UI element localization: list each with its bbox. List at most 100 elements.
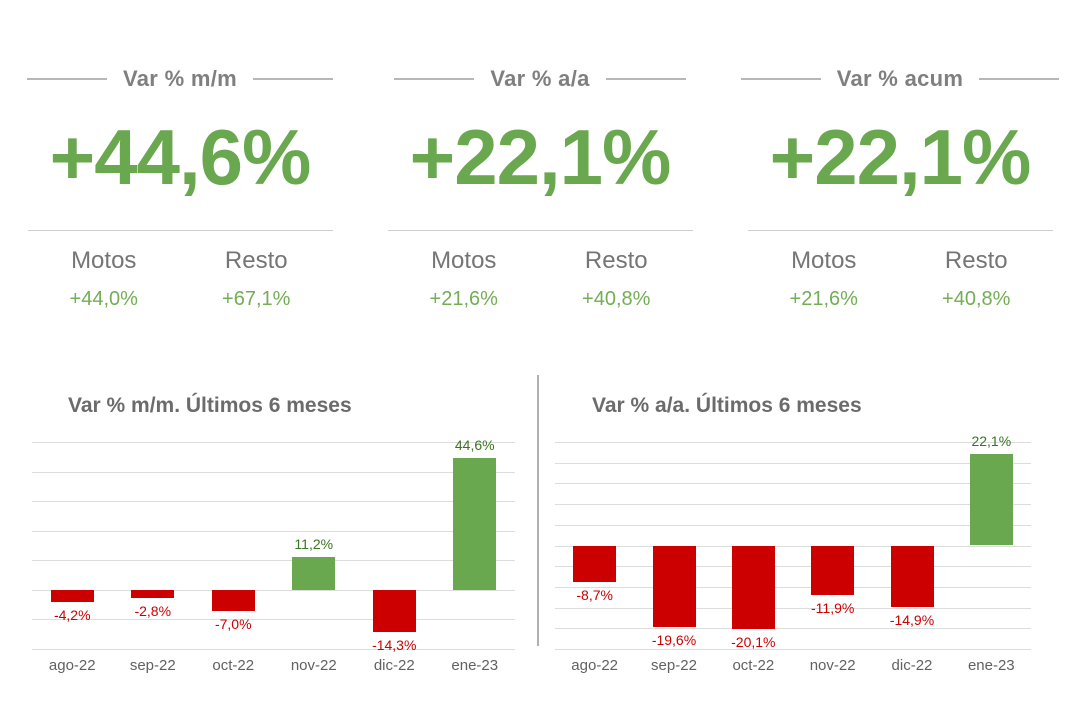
title-dash-line: [979, 78, 1060, 80]
bar-nov-22: [292, 556, 336, 590]
kpi-title-row: Var % m/m: [0, 64, 360, 94]
kpi-title: Var % m/m: [123, 66, 237, 91]
bar-value-label: -14,9%: [889, 612, 935, 629]
bar-value-label: 44,6%: [454, 436, 495, 453]
gridline: [555, 504, 1031, 506]
gridline: [32, 649, 515, 650]
chart-plot-area: -8,7% -19,6% -20,1% -11,9% -14,9% 22,1%: [555, 433, 1031, 650]
breakdown-col-motos: Motos +21,6%: [388, 247, 541, 311]
kpi-card-var-aa: Var % a/a +22,1% Motos +21,6% Resto +40,…: [360, 0, 720, 370]
kpi-row: Var % m/m +44,6% Motos +44,0% Resto +67,…: [0, 0, 1080, 370]
bar-value-label: -2,8%: [134, 603, 172, 620]
bar-nov-22: [811, 545, 855, 595]
chart-title: Var % a/a. Últimos 6 meses: [592, 394, 862, 417]
gridline: [555, 442, 1031, 443]
kpi-breakdown: Motos +44,0% Resto +67,1%: [28, 247, 333, 311]
kpi-card-var-mm: Var % m/m +44,6% Motos +44,0% Resto +67,…: [0, 0, 360, 370]
x-axis-label: dic-22: [373, 657, 415, 674]
breakdown-value: +44,0%: [69, 288, 138, 310]
gridline: [555, 566, 1031, 568]
bar-oct-22: [211, 589, 255, 611]
title-dash-line: [252, 78, 333, 80]
bar-ago-22: [573, 545, 617, 582]
x-axis-label: oct-22: [212, 657, 255, 674]
breakdown-col-motos: Motos +21,6%: [748, 247, 901, 311]
bar-value-label: 22,1%: [971, 433, 1012, 450]
gridline: [32, 619, 515, 621]
x-axis-label: oct-22: [732, 657, 775, 674]
kpi-separator-line: [27, 230, 333, 231]
kpi-title-row: Var % a/a: [360, 64, 720, 94]
kpi-title: Var % a/a: [490, 66, 590, 91]
kpi-value: +22,1%: [769, 113, 1032, 201]
breakdown-value: +21,6%: [429, 288, 498, 310]
kpi-value: +44,6%: [49, 113, 312, 201]
kpi-breakdown: Motos +21,6% Resto +40,8%: [388, 247, 693, 311]
breakdown-col-resto: Resto +40,8%: [540, 247, 693, 311]
breakdown-value: +40,8%: [942, 288, 1011, 310]
breakdown-label: Motos: [71, 247, 137, 274]
gridline: [32, 501, 515, 503]
kpi-title-row: Var % acum: [720, 64, 1080, 94]
bar-chart-var-mm: Var % m/m. Últimos 6 meses -4,2% -2,8% -7,…: [0, 370, 540, 703]
bar-value-label: -4,2%: [53, 607, 91, 624]
breakdown-col-resto: Resto +40,8%: [900, 247, 1053, 311]
chart-title: Var % m/m. Últimos 6 meses: [68, 394, 352, 417]
kpi-separator-line: [747, 230, 1053, 231]
gridline: [32, 530, 515, 532]
gridline: [555, 462, 1031, 464]
bar-value-label: -20,1%: [731, 633, 776, 650]
vertical-divider-line: [537, 375, 539, 646]
kpi-title: Var % acum: [836, 66, 964, 91]
breakdown-value: +67,1%: [222, 288, 291, 310]
bar-value-label: -8,7%: [576, 586, 613, 603]
gridline: [555, 483, 1031, 485]
x-axis-label: ago-22: [48, 657, 96, 674]
x-axis-label: sep-22: [129, 657, 176, 674]
gridline: [555, 628, 1031, 630]
breakdown-value: +40,8%: [582, 288, 651, 310]
gridline: [555, 649, 1031, 650]
x-axis-labels: ago-22 sep-22 oct-22 nov-22 dic-22 ene-23: [555, 657, 1031, 674]
breakdown-label: Resto: [224, 247, 288, 274]
title-dash-line: [740, 78, 821, 80]
kpi-card-var-acum: Var % acum +22,1% Motos +21,6% Resto +40…: [720, 0, 1080, 370]
x-axis-label: dic-22: [891, 657, 933, 674]
gridline: [32, 442, 515, 443]
x-axis-label: nov-22: [809, 657, 856, 674]
bar-dic-22: [890, 545, 934, 608]
breakdown-col-resto: Resto +67,1%: [180, 247, 333, 311]
gridline: [555, 586, 1031, 588]
title-dash-line: [605, 78, 686, 80]
x-axis-label: ago-22: [571, 657, 619, 674]
bar-value-label: -7,0%: [214, 615, 252, 632]
breakdown-label: Motos: [431, 247, 497, 274]
chart-plot-area: -4,2% -2,8% -7,0% 11,2% -14,3% 44,6%: [32, 437, 515, 653]
title-dash-line: [27, 78, 107, 80]
x-axis-labels: ago-22 sep-22 oct-22 nov-22 dic-22 ene-23: [32, 657, 515, 674]
x-axis-label: nov-22: [290, 657, 337, 674]
kpi-breakdown: Motos +21,6% Resto +40,8%: [748, 247, 1053, 311]
bar-value-label: 11,2%: [294, 535, 334, 552]
bar-sep-22: [131, 589, 175, 599]
x-axis-label: ene-23: [451, 657, 499, 674]
bar-oct-22: [731, 545, 775, 629]
kpi-separator-line: [387, 230, 693, 231]
bar-dic-22: [372, 589, 416, 633]
breakdown-label: Motos: [791, 247, 857, 274]
bar-ago-22: [50, 589, 94, 603]
gridline: [32, 471, 515, 473]
gridline: [32, 589, 515, 591]
bar-ene-23: [453, 457, 497, 590]
bar-sep-22: [652, 545, 696, 627]
gridline: [555, 545, 1031, 547]
x-axis-label: ene-23: [967, 657, 1015, 674]
gridline: [555, 524, 1031, 526]
bar-value-label: -14,3%: [372, 637, 417, 654]
breakdown-label: Resto: [584, 247, 648, 274]
x-axis-label: sep-22: [651, 657, 697, 674]
bar-chart-var-aa: Var % a/a. Últimos 6 meses -8,7% -19,6% -2…: [540, 370, 1080, 703]
kpi-value: +22,1%: [409, 113, 672, 201]
bar-value-label: -19,6%: [651, 631, 697, 648]
bar-ene-23: [969, 454, 1013, 546]
